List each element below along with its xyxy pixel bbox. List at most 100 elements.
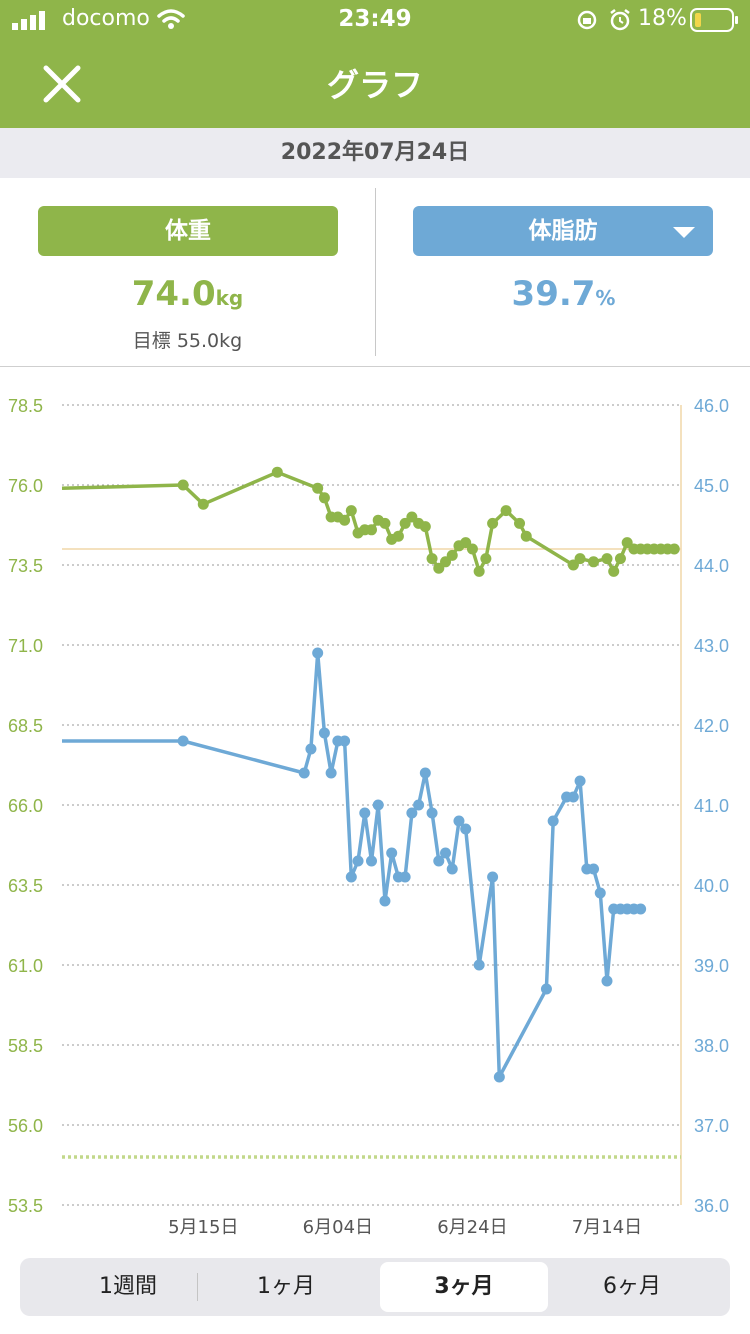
panel-divider bbox=[375, 188, 376, 356]
body-fat-data-point bbox=[305, 743, 317, 755]
weight-data-point bbox=[271, 466, 283, 478]
rotation-lock-icon bbox=[577, 10, 597, 30]
alarm-icon bbox=[610, 9, 630, 31]
y-left-tick-label: 73.5 bbox=[8, 556, 43, 576]
y-left-tick-label: 71.0 bbox=[8, 636, 43, 656]
battery-percent: 18% bbox=[638, 6, 687, 31]
body-fat-data-point bbox=[318, 727, 330, 739]
body-fat-data-point bbox=[453, 815, 465, 827]
body-fat-data-point bbox=[419, 767, 431, 779]
period-tab-1-week[interactable]: 1週間 bbox=[99, 1274, 157, 1299]
y-right-tick-label: 42.0 bbox=[694, 716, 729, 736]
weight-unit: kg bbox=[215, 286, 244, 310]
body-fat-data-point bbox=[399, 871, 411, 883]
body-fat-data-point bbox=[635, 903, 647, 915]
body-fat-data-point bbox=[325, 767, 337, 779]
body-fat-data-point bbox=[433, 855, 445, 867]
date-label: 2022年07月24日 bbox=[0, 128, 750, 178]
body-fat-data-point bbox=[540, 983, 552, 995]
y-right-tick-label: 38.0 bbox=[694, 1036, 729, 1056]
body-fat-data-point bbox=[473, 959, 485, 971]
weight-data-point bbox=[197, 498, 209, 510]
x-tick-label: 6月04日 bbox=[303, 1217, 373, 1238]
y-right-tick-label: 46.0 bbox=[694, 396, 729, 416]
y-left-tick-label: 58.5 bbox=[8, 1036, 43, 1056]
body-fat-data-point bbox=[352, 855, 364, 867]
weight-data-point bbox=[574, 553, 586, 565]
weight-data-point bbox=[392, 530, 404, 542]
y-left-tick-label: 66.0 bbox=[8, 796, 43, 816]
weight-data-point bbox=[614, 553, 626, 565]
period-selector: 1週間 1ヶ月 3ヶ月 6ヶ月 bbox=[20, 1258, 730, 1316]
x-tick-label: 5月15日 bbox=[168, 1217, 238, 1238]
weight-data-point bbox=[487, 517, 499, 529]
body-fat-data-point bbox=[574, 775, 586, 787]
weight-data-point bbox=[608, 565, 620, 577]
body-fat-data-point bbox=[567, 791, 579, 803]
weight-value: 74.0kg bbox=[0, 274, 375, 314]
y-left-tick-label: 68.5 bbox=[8, 716, 43, 736]
period-tab-1-month[interactable]: 1ヶ月 bbox=[257, 1274, 315, 1299]
carrier-name: docomo bbox=[62, 6, 150, 31]
weight-data-point bbox=[339, 514, 351, 526]
body-fat-data-point bbox=[298, 767, 310, 779]
body-fat-data-point bbox=[487, 871, 499, 883]
weight-data-point bbox=[312, 482, 324, 494]
body-fat-value: 39.7% bbox=[376, 274, 750, 314]
battery-icon bbox=[690, 8, 738, 32]
body-fat-data-point bbox=[460, 823, 472, 835]
weight-data-point bbox=[466, 543, 478, 555]
body-fat-tab-label: 体脂肪 bbox=[528, 218, 598, 244]
status-bar: docomo 23:49 18% bbox=[0, 0, 750, 40]
y-left-tick-label: 63.5 bbox=[8, 876, 43, 896]
weight-data-point bbox=[419, 521, 431, 533]
body-fat-data-point bbox=[547, 815, 559, 827]
weight-data-point bbox=[601, 553, 613, 565]
close-button[interactable] bbox=[38, 60, 86, 108]
weight-data-point bbox=[318, 492, 330, 504]
y-right-tick-label: 39.0 bbox=[694, 956, 729, 976]
y-left-tick-label: 61.0 bbox=[8, 956, 43, 976]
body-fat-data-point bbox=[359, 807, 371, 819]
y-left-tick-label: 53.5 bbox=[8, 1196, 43, 1216]
y-left-tick-label: 76.0 bbox=[8, 476, 43, 496]
weight-body-fat-chart: 78.5 46.0 76.0 45.0 73.5 44.0 71.0 43.0 68.5 42.0… bbox=[8, 396, 729, 1238]
section-divider bbox=[0, 366, 750, 367]
body-fat-data-point bbox=[493, 1071, 505, 1083]
weight-data-point bbox=[379, 517, 391, 529]
weight-data-point bbox=[500, 505, 512, 517]
y-right-tick-label: 45.0 bbox=[694, 476, 729, 496]
weight-data-point bbox=[588, 556, 600, 568]
body-fat-data-point bbox=[312, 647, 324, 659]
weight-tab[interactable]: 体重 bbox=[38, 206, 338, 256]
body-fat-dropdown[interactable]: 体脂肪 bbox=[413, 206, 713, 256]
body-fat-data-point bbox=[177, 735, 189, 747]
period-tab-3-months[interactable]: 3ヶ月 bbox=[380, 1262, 548, 1312]
y-right-tick-label: 40.0 bbox=[694, 876, 729, 896]
body-fat-data-point bbox=[440, 847, 452, 859]
y-right-tick-label: 37.0 bbox=[694, 1116, 729, 1136]
body-fat-unit: % bbox=[595, 286, 616, 310]
weight-data-point bbox=[446, 549, 458, 561]
x-tick-label: 6月24日 bbox=[437, 1217, 507, 1238]
weight-data-point bbox=[480, 553, 492, 565]
weight-data-point bbox=[473, 565, 485, 577]
body-fat-data-point bbox=[345, 871, 357, 883]
y-right-tick-label: 41.0 bbox=[694, 796, 729, 816]
body-fat-number: 39.7 bbox=[511, 274, 596, 314]
body-fat-data-point bbox=[372, 799, 384, 811]
body-fat-series-line bbox=[62, 651, 641, 1079]
period-tab-6-months[interactable]: 6ヶ月 bbox=[603, 1274, 661, 1299]
body-fat-data-point bbox=[426, 807, 438, 819]
chevron-down-icon bbox=[673, 227, 695, 238]
body-fat-data-point bbox=[386, 847, 398, 859]
weight-data-point bbox=[426, 553, 438, 565]
y-right-tick-label: 44.0 bbox=[694, 556, 729, 576]
body-fat-panel: 体脂肪 39.7% bbox=[376, 178, 750, 366]
body-fat-data-point bbox=[406, 807, 418, 819]
body-fat-data-point bbox=[594, 887, 606, 899]
x-tick-label: 7月14日 bbox=[572, 1217, 642, 1238]
y-left-tick-label: 56.0 bbox=[8, 1116, 43, 1136]
body-fat-data-point bbox=[339, 735, 351, 747]
weight-panel: 体重 74.0kg 目標 55.0kg bbox=[0, 178, 375, 366]
